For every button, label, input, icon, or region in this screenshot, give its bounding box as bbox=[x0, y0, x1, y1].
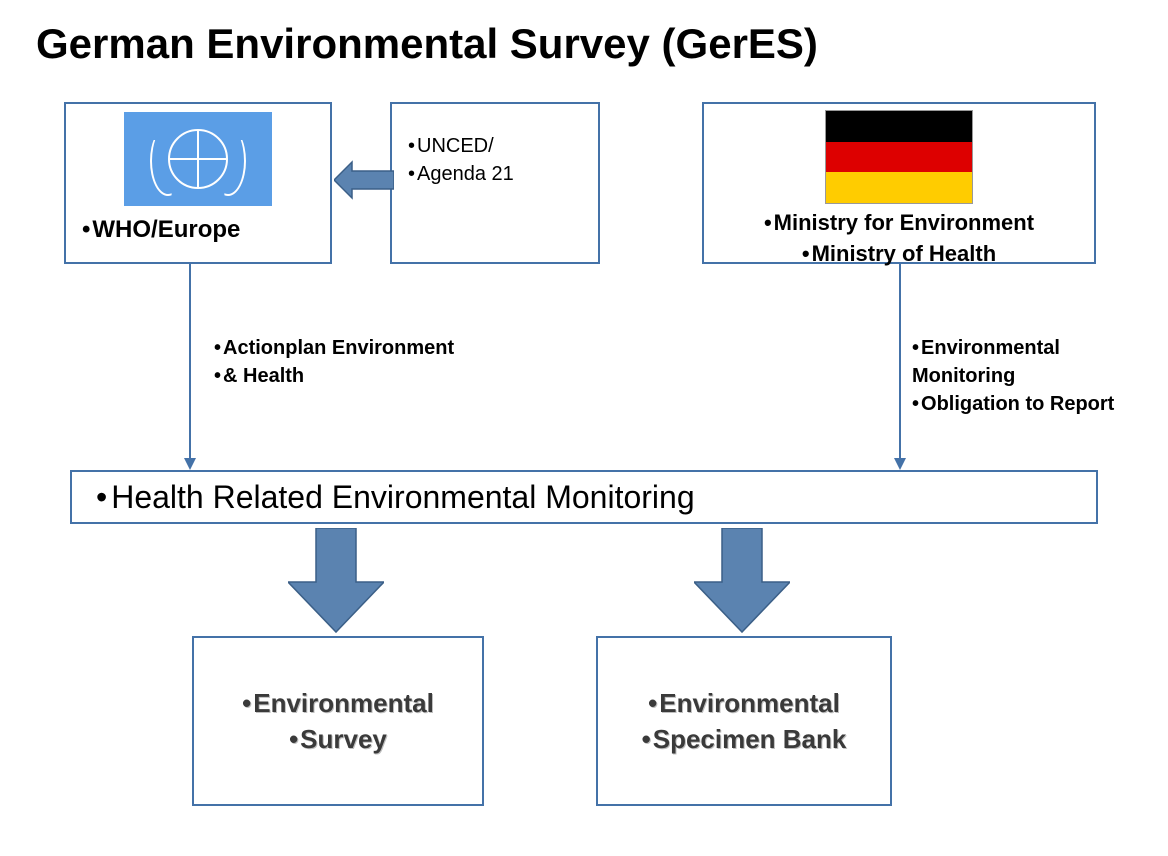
line-who-down bbox=[182, 264, 198, 472]
ministry-box: Ministry for Environment Ministry of Hea… bbox=[702, 102, 1096, 264]
health-monitoring-bar: Health Related Environmental Monitoring bbox=[70, 470, 1098, 524]
specimen-line2: Specimen Bank bbox=[642, 721, 847, 757]
arrow-left-icon bbox=[334, 160, 394, 200]
actionplan-line2: & Health bbox=[214, 362, 454, 390]
specimen-bank-box: Environmental Specimen Bank bbox=[596, 636, 892, 806]
health-monitoring-label: Health Related Environmental Monitoring bbox=[96, 479, 695, 516]
monitoring-label: Environmental Monitoring Obligation to R… bbox=[912, 334, 1142, 418]
who-flag-icon bbox=[124, 112, 272, 206]
arrow-down-2-icon bbox=[694, 528, 790, 634]
actionplan-line1: Actionplan Environment bbox=[214, 334, 454, 362]
unced-list: UNCED/ Agenda 21 bbox=[408, 132, 582, 188]
monitoring-line2: Obligation to Report bbox=[912, 390, 1142, 418]
unced-line2: Agenda 21 bbox=[408, 160, 582, 188]
ministry-list: Ministry for Environment Ministry of Hea… bbox=[714, 208, 1084, 270]
who-europe-label: WHO/Europe bbox=[82, 216, 320, 244]
env-survey-box: Environmental Survey bbox=[192, 636, 484, 806]
env-survey-text: Environmental Survey bbox=[242, 685, 434, 758]
actionplan-label: Actionplan Environment & Health bbox=[214, 334, 454, 390]
env-survey-line2: Survey bbox=[242, 721, 434, 757]
monitoring-line1: Environmental Monitoring bbox=[912, 334, 1142, 390]
page-title: German Environmental Survey (GerES) bbox=[36, 20, 818, 68]
specimen-text: Environmental Specimen Bank bbox=[642, 685, 847, 758]
line-ministry-down bbox=[892, 264, 908, 472]
specimen-line1: Environmental bbox=[642, 685, 847, 721]
unced-box: UNCED/ Agenda 21 bbox=[390, 102, 600, 264]
who-europe-box: WHO/Europe bbox=[64, 102, 332, 264]
arrow-down-1-icon bbox=[288, 528, 384, 634]
ministry-line1: Ministry for Environment bbox=[714, 208, 1084, 239]
env-survey-line1: Environmental bbox=[242, 685, 434, 721]
german-flag-icon bbox=[825, 110, 973, 204]
unced-line1: UNCED/ bbox=[408, 132, 582, 160]
